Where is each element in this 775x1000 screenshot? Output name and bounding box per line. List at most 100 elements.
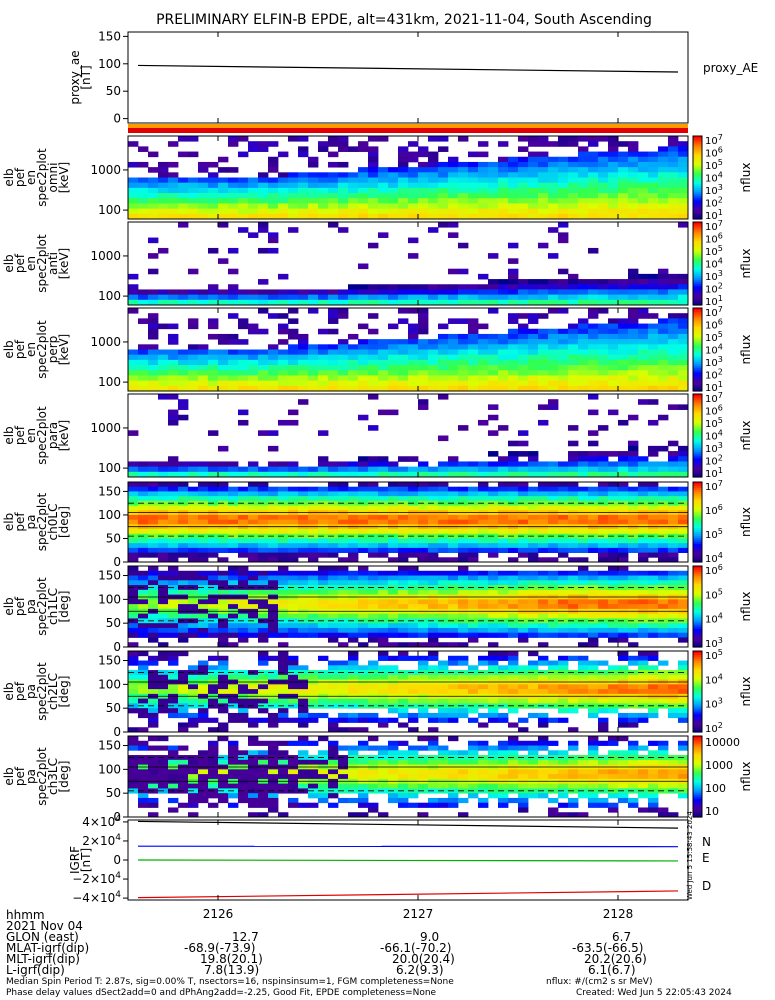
- colorbar-cell: [693, 494, 702, 497]
- heatmap-cell: [278, 328, 289, 335]
- heatmap-cell: [548, 575, 559, 581]
- heatmap-cell: [428, 552, 439, 558]
- heatmap-cell: [508, 354, 519, 361]
- heatmap-cell: [548, 344, 559, 350]
- heatmap-cell: [428, 471, 439, 478]
- colorbar-cell: [693, 353, 702, 357]
- heatmap-cell: [638, 456, 649, 462]
- heatmap-cell: [568, 198, 579, 204]
- heatmap-cell: [128, 289, 139, 296]
- heatmap-cell: [188, 268, 199, 275]
- heatmap-cell: [618, 284, 629, 290]
- heatmap-cell: [508, 599, 519, 605]
- heatmap-cell: [258, 613, 269, 619]
- heatmap-cell: [498, 604, 509, 610]
- colorbar-cell: [693, 604, 702, 608]
- heatmap-cell: [338, 665, 349, 671]
- heatmap-cell: [178, 222, 189, 228]
- heatmap-cell: [228, 208, 239, 215]
- heatmap-cell: [588, 698, 599, 704]
- heatmap-cell: [138, 632, 149, 638]
- colorbar-cell: [693, 570, 702, 573]
- heatmap-cell: [438, 461, 449, 468]
- colorbar-frame: [692, 135, 703, 220]
- heatmap-cell: [628, 538, 639, 544]
- heatmap-cell: [638, 198, 649, 204]
- heatmap-cell: [588, 660, 599, 666]
- heatmap-cell: [228, 370, 239, 376]
- heatmap-cell: [448, 589, 459, 595]
- heatmap-cell: [298, 684, 309, 690]
- heatmap-cell: [618, 505, 629, 511]
- heatmap-cell: [318, 547, 329, 553]
- heatmap-cell: [328, 182, 339, 189]
- heatmap-cell: [328, 466, 339, 473]
- heatmap-cell: [288, 623, 299, 629]
- heatmap-cell: [478, 213, 489, 220]
- heatmap-cell: [158, 177, 169, 184]
- heatmap-cell: [648, 570, 659, 576]
- heatmap-cell: [488, 375, 499, 382]
- heatmap-cell: [458, 203, 469, 210]
- heatmap-cell: [328, 570, 339, 576]
- heatmap-cell: [388, 613, 399, 619]
- heatmap-cell: [498, 339, 509, 345]
- heatmap-cell: [338, 570, 349, 576]
- heatmap-cell: [658, 466, 669, 473]
- heatmap-cell: [148, 318, 159, 324]
- heatmap-cell: [168, 182, 179, 189]
- heatmap-cell: [398, 177, 409, 184]
- heatmap-cell: [558, 632, 569, 638]
- heatmap-cell: [668, 529, 679, 535]
- heatmap-cell: [448, 505, 459, 511]
- heatmap-cell: [328, 727, 339, 733]
- colorbar-tick-label: 101: [705, 466, 723, 480]
- heatmap-cell: [558, 684, 569, 690]
- heatmap-cell: [328, 632, 339, 638]
- colorbar-cell: [693, 608, 702, 612]
- heatmap-cell: [378, 689, 389, 695]
- heatmap-cell: [438, 136, 449, 142]
- heatmap-cell: [138, 471, 149, 478]
- heatmap-cell: [158, 632, 169, 638]
- heatmap-cell: [388, 708, 399, 714]
- heatmap-cell: [468, 289, 479, 296]
- heatmap-cell: [508, 279, 519, 285]
- heatmap-cell: [558, 328, 569, 335]
- heatmap-cell: [208, 461, 219, 468]
- heatmap-cell: [638, 151, 649, 158]
- heatmap-cell: [548, 717, 559, 723]
- heatmap-cell: [408, 156, 419, 163]
- heatmap-cell: [678, 289, 689, 296]
- heatmap-cell: [548, 514, 559, 521]
- heatmap-cell: [658, 299, 669, 306]
- heatmap-cell: [228, 698, 239, 704]
- heatmap-cell: [178, 486, 189, 492]
- heatmap-cell: [578, 380, 589, 387]
- heatmap-cell: [228, 632, 239, 638]
- heatmap-cell: [178, 547, 189, 553]
- heatmap-cell: [468, 575, 479, 581]
- heatmap-cell: [348, 370, 359, 376]
- heatmap-cell: [308, 627, 319, 634]
- heatmap-cell: [538, 722, 549, 728]
- heatmap-cell: [638, 698, 649, 704]
- heatmap-cell: [508, 486, 519, 492]
- heatmap-cell: [398, 198, 409, 204]
- heatmap-cell: [498, 712, 509, 719]
- heatmap-cell: [548, 284, 559, 290]
- heatmap-cell: [618, 294, 629, 301]
- heatmap-cell: [178, 575, 189, 581]
- heatmap-cell: [308, 604, 319, 610]
- heatmap-cell: [208, 333, 219, 340]
- heatmap-cell: [668, 589, 679, 595]
- heatmap-cell: [578, 289, 589, 296]
- heatmap-cell: [328, 627, 339, 634]
- heatmap-cell: [168, 543, 179, 549]
- heatmap-cell: [628, 491, 639, 497]
- heatmap-cell: [428, 543, 439, 549]
- heatmap-cell: [338, 365, 349, 371]
- heatmap-cell: [638, 289, 649, 296]
- colorbar-cell: [693, 576, 702, 579]
